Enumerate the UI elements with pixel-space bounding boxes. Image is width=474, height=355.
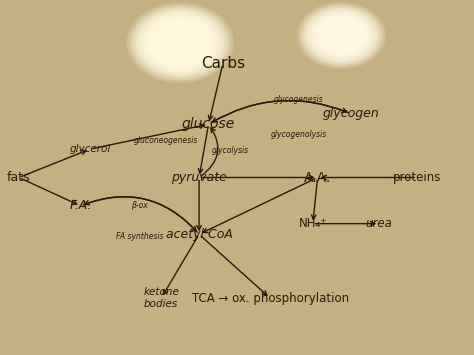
Circle shape <box>127 2 234 83</box>
Circle shape <box>326 24 357 47</box>
Circle shape <box>155 24 205 61</box>
Text: FA synthesis: FA synthesis <box>116 231 164 241</box>
Circle shape <box>338 33 344 38</box>
Text: Carbs: Carbs <box>201 56 245 71</box>
Circle shape <box>312 14 370 57</box>
Circle shape <box>148 19 212 66</box>
Circle shape <box>164 31 196 54</box>
Text: pyruvate: pyruvate <box>171 171 227 184</box>
Circle shape <box>136 10 224 76</box>
Text: glycolysis: glycolysis <box>211 146 248 155</box>
Text: glycogen: glycogen <box>322 107 379 120</box>
Circle shape <box>167 33 193 52</box>
Circle shape <box>158 26 202 59</box>
Text: NH₄⁺: NH₄⁺ <box>299 217 327 230</box>
Circle shape <box>177 40 183 45</box>
Circle shape <box>152 21 209 64</box>
Circle shape <box>331 28 352 43</box>
Text: fats: fats <box>7 171 31 184</box>
Circle shape <box>320 20 362 51</box>
Circle shape <box>174 38 186 47</box>
Circle shape <box>171 36 190 50</box>
Text: urea: urea <box>366 217 392 230</box>
Text: acetyl CoA: acetyl CoA <box>165 228 233 241</box>
Text: glycogenesis: glycogenesis <box>274 95 323 104</box>
Text: proteins: proteins <box>393 171 441 184</box>
Circle shape <box>307 10 375 61</box>
Circle shape <box>323 22 360 49</box>
Circle shape <box>318 18 365 53</box>
Circle shape <box>299 4 383 67</box>
Circle shape <box>328 26 355 45</box>
Circle shape <box>304 8 378 63</box>
Circle shape <box>142 14 218 71</box>
Circle shape <box>310 12 373 59</box>
Text: β-ox: β-ox <box>131 201 148 211</box>
Circle shape <box>161 28 199 57</box>
Circle shape <box>315 16 368 55</box>
Text: glycogenolysis: glycogenolysis <box>271 130 327 140</box>
Circle shape <box>129 5 231 81</box>
Circle shape <box>333 29 349 42</box>
Circle shape <box>302 6 381 65</box>
Text: A.A.: A.A. <box>304 170 331 185</box>
Circle shape <box>146 17 215 69</box>
Text: glycerol: glycerol <box>69 144 111 154</box>
Text: F.A.: F.A. <box>69 200 92 212</box>
Text: gluconeogenesis: gluconeogenesis <box>134 136 198 145</box>
Circle shape <box>139 12 221 73</box>
Text: ketone
bodies: ketone bodies <box>143 288 179 309</box>
Circle shape <box>133 7 228 78</box>
Circle shape <box>297 2 386 69</box>
Text: TCA → ox. phosphorylation: TCA → ox. phosphorylation <box>191 292 349 305</box>
Circle shape <box>336 32 346 39</box>
Text: glucose: glucose <box>182 117 235 131</box>
